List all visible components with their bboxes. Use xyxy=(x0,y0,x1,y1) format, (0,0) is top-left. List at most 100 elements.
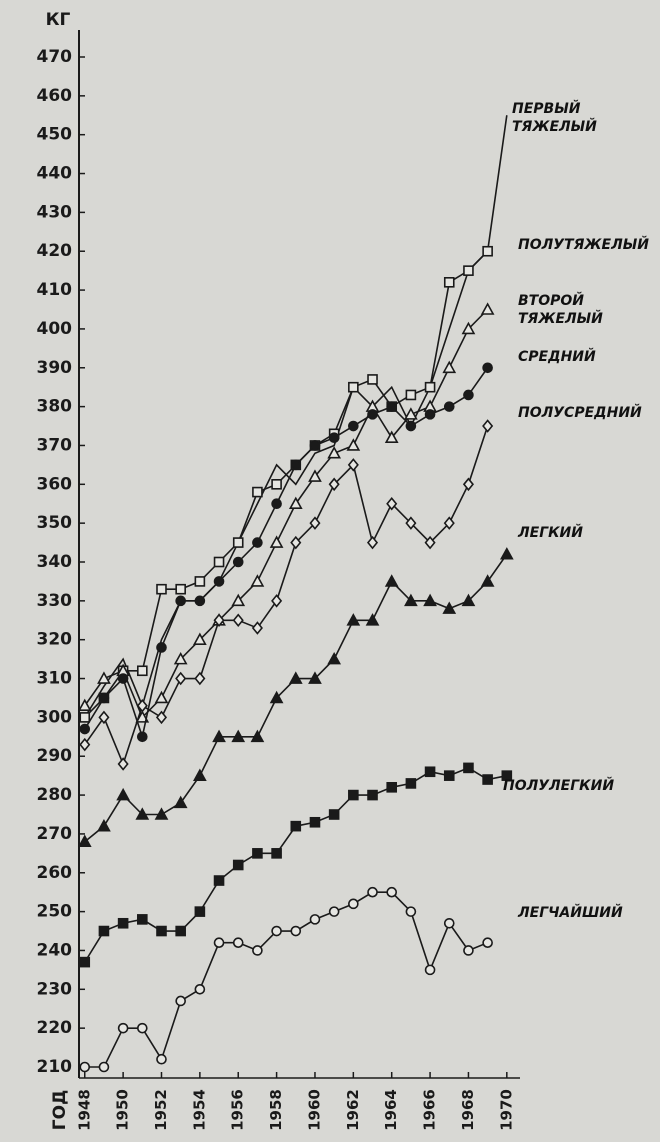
point xyxy=(384,430,399,443)
point xyxy=(193,632,207,645)
point xyxy=(443,516,455,530)
x-axis-title: ГОД xyxy=(50,1090,70,1130)
point xyxy=(194,984,206,995)
point xyxy=(463,762,474,774)
y-tick-label: 290 xyxy=(37,746,73,766)
y-tick-label: 400 xyxy=(37,319,73,339)
point xyxy=(443,401,455,412)
point xyxy=(252,945,263,956)
point xyxy=(232,537,244,548)
point xyxy=(232,556,244,568)
point xyxy=(405,516,417,530)
point xyxy=(154,807,169,820)
x-tick-label: 1952 xyxy=(152,1089,170,1131)
point xyxy=(386,782,398,793)
point xyxy=(308,469,322,482)
y-tick-label: 390 xyxy=(37,358,73,378)
point xyxy=(309,440,321,451)
y-tick-label: 320 xyxy=(37,630,73,650)
point xyxy=(367,789,378,801)
point xyxy=(501,770,513,781)
x-tick-label: 1956 xyxy=(229,1089,247,1131)
point xyxy=(424,535,436,550)
point xyxy=(117,673,129,684)
y-tick-label: 440 xyxy=(37,164,73,184)
point xyxy=(309,914,321,925)
point xyxy=(97,671,111,684)
point xyxy=(443,277,455,288)
point xyxy=(231,593,246,607)
point xyxy=(98,925,110,937)
point xyxy=(328,906,340,917)
point xyxy=(348,789,359,801)
point xyxy=(271,848,282,859)
point xyxy=(117,1022,129,1034)
y-tick-label: 470 xyxy=(37,47,73,67)
point xyxy=(117,757,129,771)
point xyxy=(424,964,436,976)
point xyxy=(346,613,361,626)
point xyxy=(461,593,476,607)
point xyxy=(423,593,437,607)
point xyxy=(348,898,359,910)
point xyxy=(137,1022,148,1034)
point xyxy=(212,729,226,743)
point xyxy=(194,671,206,686)
y-tick-label: 450 xyxy=(37,125,73,145)
y-tick-label: 250 xyxy=(37,902,73,922)
point xyxy=(480,574,495,587)
point xyxy=(252,848,263,859)
point xyxy=(117,917,129,929)
point xyxy=(271,594,283,608)
point xyxy=(137,731,148,743)
point xyxy=(98,710,110,725)
point xyxy=(290,459,302,471)
point xyxy=(251,621,263,635)
point xyxy=(443,917,455,929)
point xyxy=(271,925,282,937)
point xyxy=(79,1061,91,1073)
point xyxy=(231,729,246,743)
point xyxy=(442,360,457,374)
point xyxy=(405,389,417,401)
point xyxy=(462,477,474,492)
point xyxy=(424,409,436,420)
y-tick-label: 430 xyxy=(37,202,73,222)
point xyxy=(79,737,91,752)
series-label: ЛЕГКИЙ xyxy=(518,525,583,541)
point xyxy=(386,496,398,511)
point xyxy=(327,651,342,665)
point xyxy=(482,362,493,374)
series-line xyxy=(84,115,508,718)
y-tick-label: 270 xyxy=(37,824,73,844)
point xyxy=(499,547,514,560)
point xyxy=(250,729,265,743)
point xyxy=(77,698,92,712)
point xyxy=(194,595,206,607)
point xyxy=(309,816,321,828)
point xyxy=(404,407,418,420)
point xyxy=(271,498,282,510)
point xyxy=(98,692,110,704)
y-tick-label: 210 xyxy=(37,1057,73,1077)
point xyxy=(482,774,493,785)
y-tick-label: 260 xyxy=(37,863,73,883)
point xyxy=(424,381,436,393)
point xyxy=(194,906,206,917)
series-label: ВТОРОЙ ТЯЖЕЛЫЙ xyxy=(518,293,603,327)
x-tick-label: 1964 xyxy=(382,1089,400,1131)
point xyxy=(155,710,168,725)
point xyxy=(269,690,284,704)
point xyxy=(424,766,436,778)
point xyxy=(404,593,418,607)
x-tick-label: 1948 xyxy=(75,1089,93,1131)
point xyxy=(156,925,167,937)
point xyxy=(97,818,111,832)
point xyxy=(135,710,150,723)
series-line xyxy=(84,250,489,718)
point xyxy=(309,516,321,530)
y-tick-label: 410 xyxy=(37,280,73,300)
point xyxy=(175,925,186,937)
point xyxy=(79,723,91,735)
